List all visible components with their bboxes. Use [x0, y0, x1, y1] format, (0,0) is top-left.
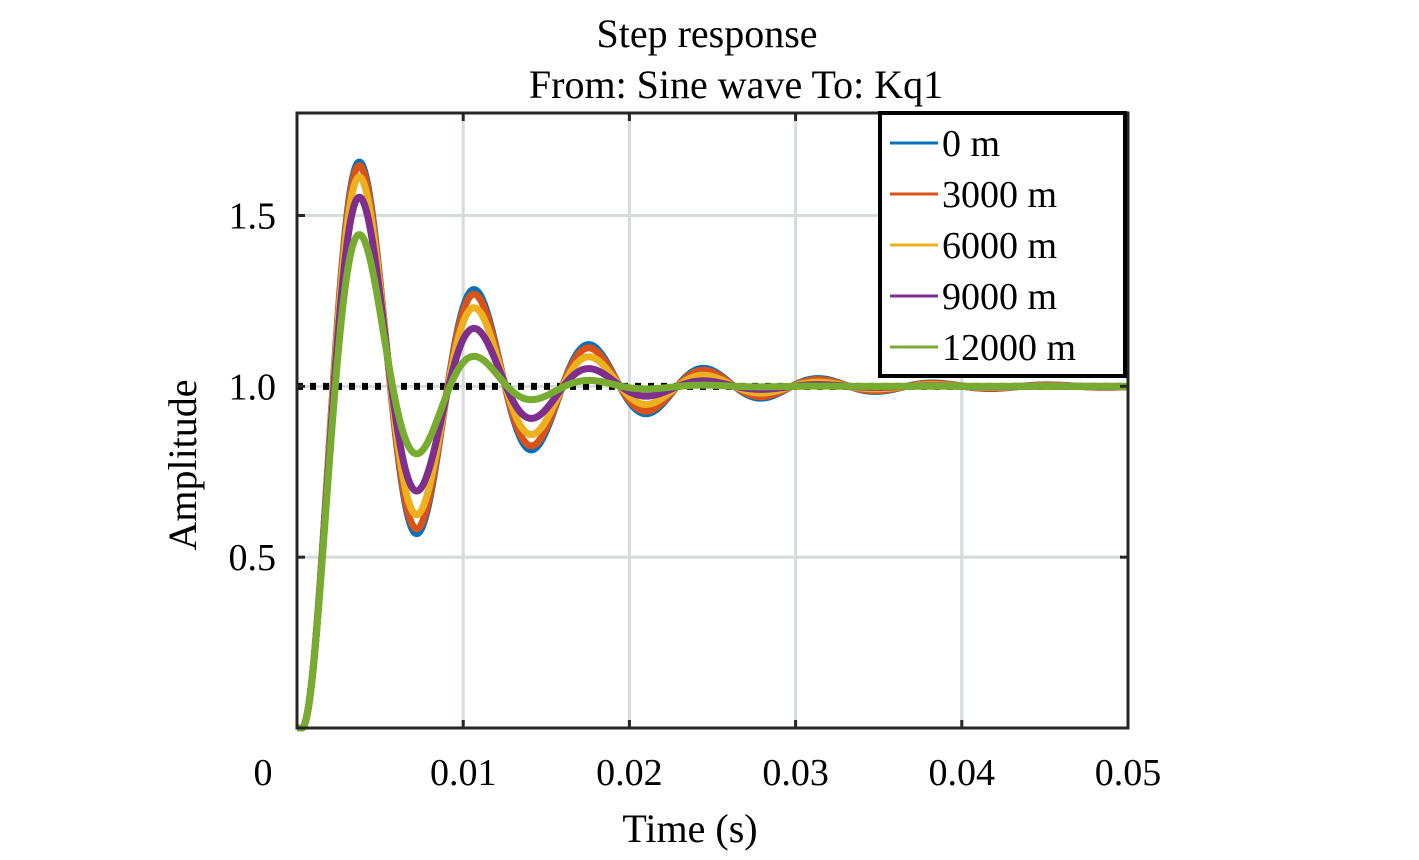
legend-entry-label: 6000 m [942, 225, 1057, 267]
x-tick-label: 0.03 [762, 752, 829, 794]
legend-entry-label: 0 m [942, 123, 1000, 165]
legend-entry-label: 3000 m [942, 174, 1057, 216]
legend-entry-label: 12000 m [942, 327, 1076, 369]
y-tick-label: 0.5 [229, 537, 277, 579]
axes: 0 0.01 0.02 0.03 0.04 0.05 0.5 1.0 1.5 [229, 111, 1162, 794]
series-lines [294, 158, 1131, 732]
series-line-12000-m [294, 231, 1131, 732]
legend-entry-label: 9000 m [942, 276, 1057, 318]
chart-title-line-1: Step response [596, 11, 817, 56]
chart-title-line-2: From: Sine wave To: Kq1 [529, 62, 943, 107]
x-tick-label: 0 [254, 752, 273, 794]
x-tick-label: 0.01 [430, 752, 497, 794]
x-tick-label: 0.02 [596, 752, 663, 794]
y-axis-label: Amplitude [160, 379, 205, 550]
axes-box [295, 111, 1130, 730]
legend: 0 m 3000 m 6000 m 9000 m 12000 m [878, 111, 1127, 378]
y-tick-label: 1.5 [229, 196, 277, 238]
x-tick-label: 0.05 [1095, 752, 1162, 794]
x-axis-label: Time (s) [622, 806, 757, 851]
y-tick-label: 1.0 [229, 366, 277, 408]
x-tick-label: 0.04 [929, 752, 996, 794]
